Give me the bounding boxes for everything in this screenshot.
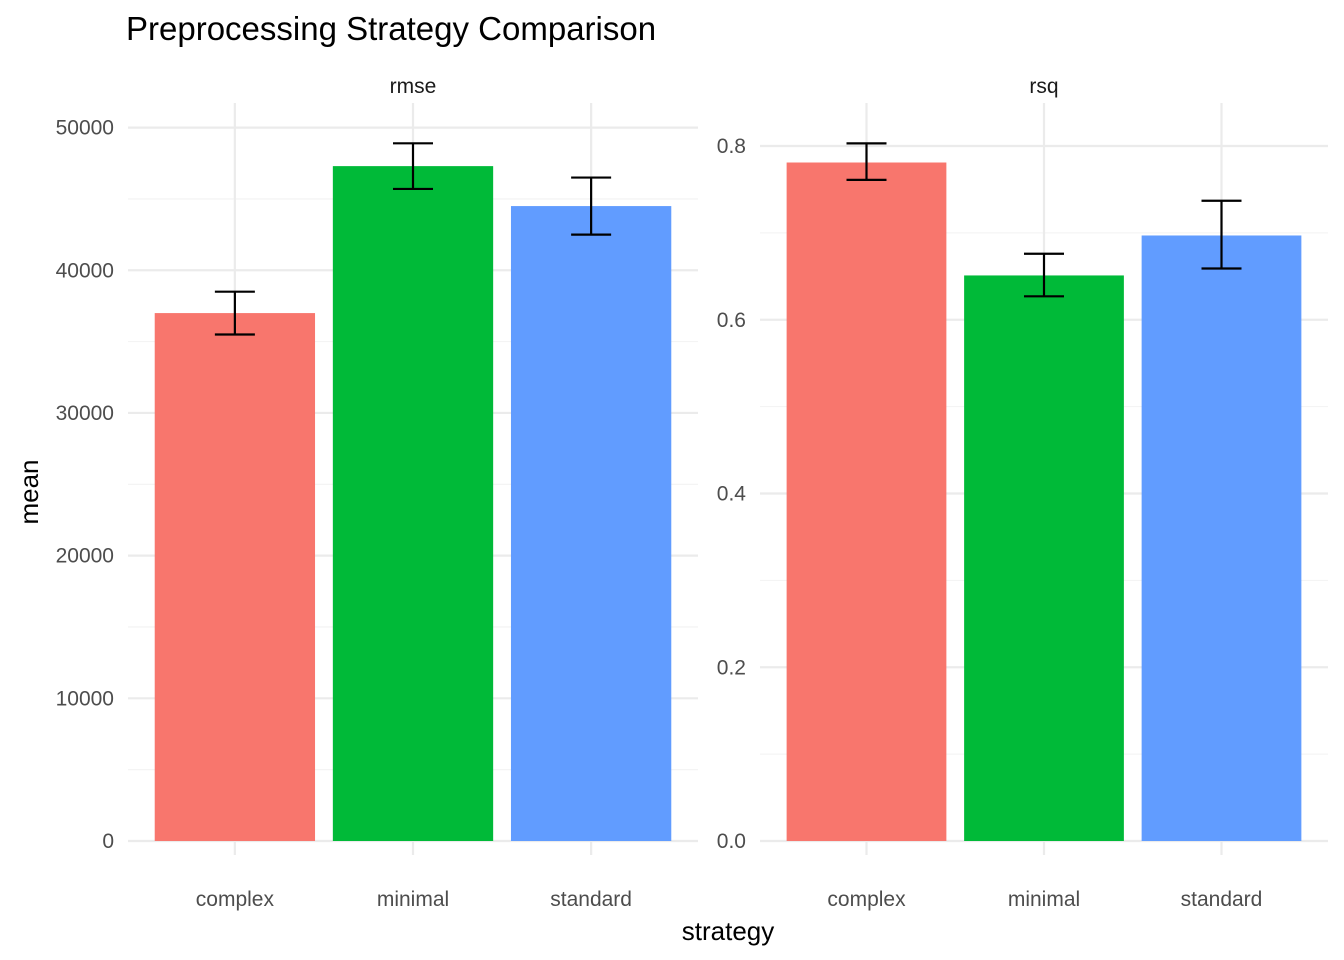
bar-rsq-standard (1141, 235, 1302, 841)
x-tick-label: minimal (1008, 888, 1080, 911)
bar-rsq-complex (786, 162, 947, 842)
y-tick-label: 30000 (56, 402, 114, 425)
panel-rsq: 0.0 0.2 0.4 0.6 0.8 complex minimal standard rsq (717, 75, 1328, 911)
panel-rmse: 0 10000 20000 30000 40000 50000 complex minimal… (56, 75, 698, 911)
bar-rmse-minimal (332, 166, 494, 841)
y-tick-label: 0 (102, 830, 114, 853)
bar-rmse-complex (154, 313, 316, 842)
y-tick-label: 50000 (56, 117, 114, 140)
y-tick-label: 0.4 (717, 483, 747, 506)
x-tick-label: complex (196, 888, 275, 911)
bar-rmse-standard (510, 206, 672, 842)
y-tick-label: 0.6 (717, 309, 746, 332)
x-tick-label: minimal (377, 888, 449, 911)
x-tick-label: complex (827, 888, 906, 911)
y-tick-label: 0.8 (717, 135, 746, 158)
bar-rsq-minimal (964, 275, 1124, 842)
y-tick-label: 0.0 (717, 830, 746, 853)
facet-strip-label: rsq (1029, 75, 1058, 98)
x-tick-label: standard (1181, 888, 1263, 911)
y-axis-label: mean (14, 459, 44, 524)
x-tick-label: standard (550, 888, 632, 911)
y-tick-label: 20000 (56, 545, 114, 568)
facet-strip-label: rmse (390, 75, 437, 98)
chart-title: Preprocessing Strategy Comparison (126, 10, 656, 47)
y-tick-label: 0.2 (717, 656, 746, 679)
y-tick-label: 10000 (56, 687, 114, 710)
x-axis-label: strategy (682, 916, 775, 946)
y-tick-label: 40000 (56, 259, 114, 282)
